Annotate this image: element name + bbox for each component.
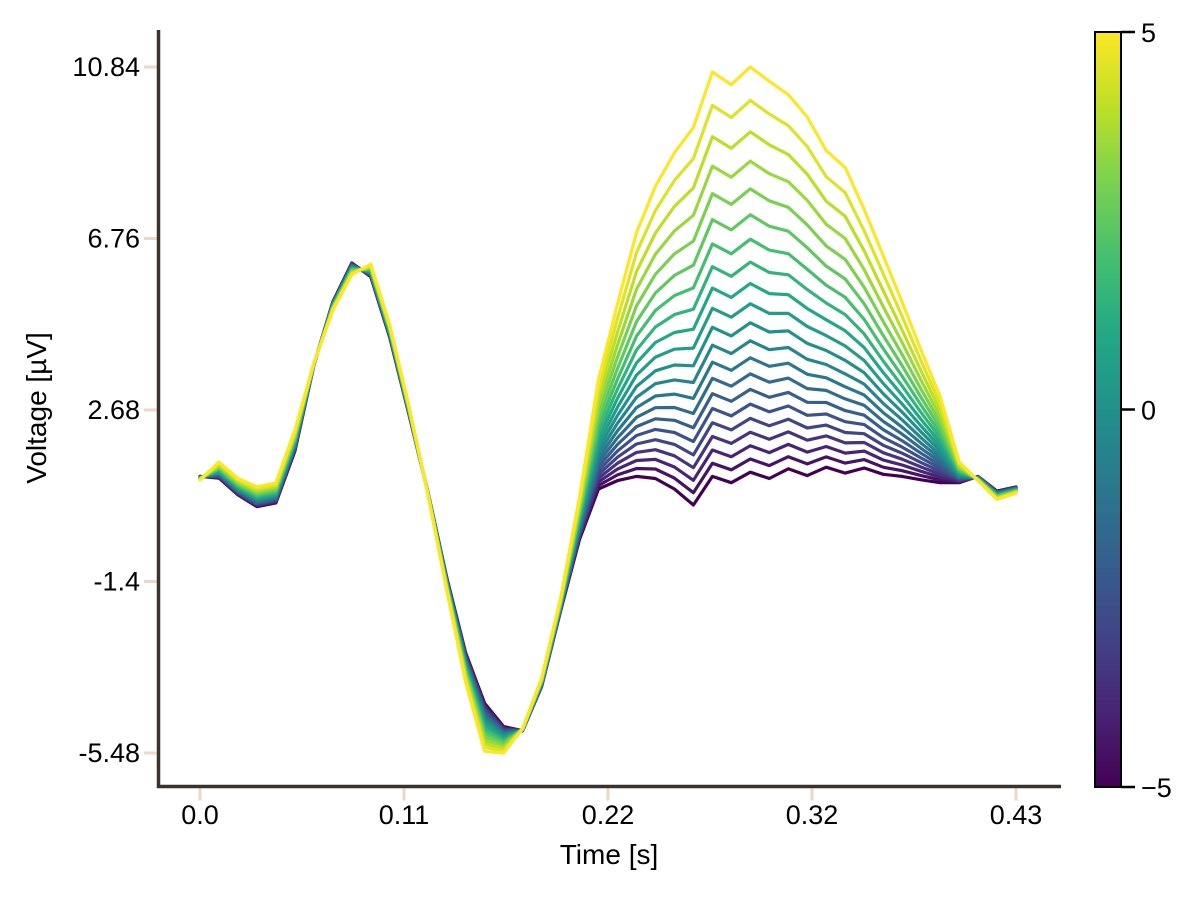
waveform-line-level-5 <box>198 65 1018 755</box>
x-tick-label: 0.0 <box>181 800 219 830</box>
x-axis-ticks: 0.0 0.11 0.22 0.32 0.43 <box>181 788 1043 830</box>
x-axis-title: Time [s] <box>560 839 659 870</box>
y-axis-title: Voltage [µV] <box>21 332 52 484</box>
x-tick-label: 0.43 <box>990 800 1043 830</box>
colorbar: 5 0 −5 <box>1094 18 1172 803</box>
colorbar-tick-label: −5 <box>1141 773 1172 803</box>
y-tick-label: 10.84 <box>72 52 140 82</box>
y-tick-label: 6.76 <box>87 224 140 254</box>
y-axis-ticks: 10.84 6.76 2.68 -1.4 -5.48 <box>72 52 157 768</box>
colorbar-tick-label: 5 <box>1141 18 1156 48</box>
x-tick-label: 0.11 <box>379 800 430 830</box>
colorbar-gradient <box>1094 31 1122 788</box>
colorbar-tick-label: 0 <box>1141 396 1156 426</box>
y-tick-label: -1.4 <box>93 567 140 597</box>
y-tick-label: 2.68 <box>87 395 140 425</box>
x-tick-label: 0.22 <box>582 800 635 830</box>
y-tick-label: -5.48 <box>78 738 140 768</box>
colorbar-ticks: 5 0 −5 <box>1121 18 1172 803</box>
x-tick-label: 0.32 <box>786 800 839 830</box>
waveform-lines <box>198 65 1018 755</box>
